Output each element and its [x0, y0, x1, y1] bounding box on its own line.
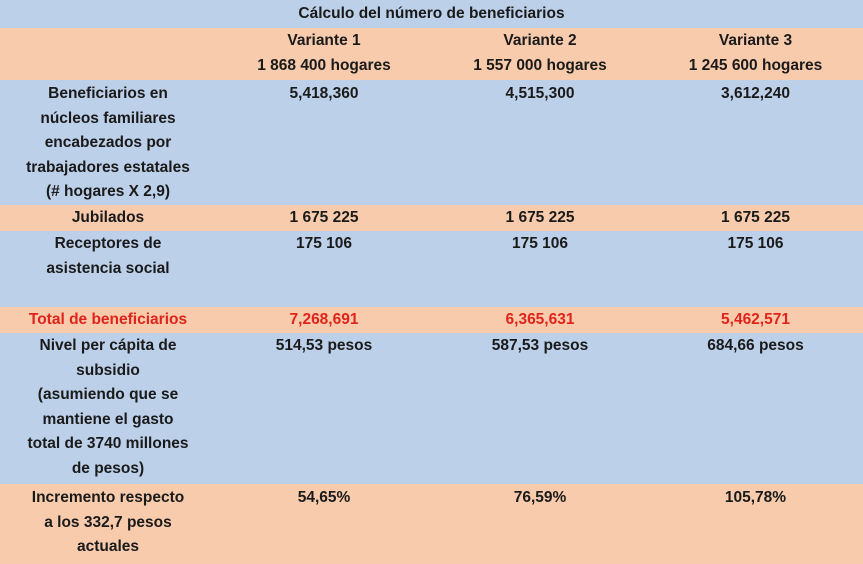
value-variant-1: 5,418,360	[289, 85, 359, 102]
label-line: (asumiendo que se	[37, 386, 179, 403]
variant-3-name: Variante 3	[718, 32, 793, 49]
label-line: a los 332,7 pesos	[44, 513, 172, 531]
table-row-incremento: Incremento respecto a los 332,7 pesos ac…	[0, 484, 863, 564]
value-variant-1: 514,53 pesos	[275, 337, 373, 354]
label-line: Incremento respecto	[31, 489, 185, 506]
header-variant-1: Variante 1 1 868 400 hogares	[216, 29, 432, 78]
label-line: trabajadores estatales	[26, 158, 190, 176]
variant-1-households: 1 868 400 hogares	[257, 56, 391, 74]
label-line: encabezados por	[44, 134, 172, 151]
row-label: Jubilados	[71, 209, 145, 226]
table-row-receptores: Receptores de asistencia social 175 106 …	[0, 231, 863, 307]
label-line: subsidio	[76, 361, 140, 379]
header-variant-3: Variante 3 1 245 600 hogares	[648, 29, 863, 78]
variant-2-households: 1 557 000 hogares	[473, 56, 607, 74]
table-title: Cálculo del número de beneficiarios	[298, 5, 565, 22]
value-variant-3: 175 106	[727, 235, 784, 252]
header-row: Variante 1 1 868 400 hogares Variante 2 …	[0, 28, 863, 80]
value-variant-3: 1 675 225	[721, 209, 790, 226]
row-label: Incremento respecto a los 332,7 pesos ac…	[0, 486, 216, 560]
title-row: Cálculo del número de beneficiarios	[0, 0, 863, 28]
value-variant-3: 3,612,240	[721, 85, 790, 102]
row-label: Total de beneficiarios	[28, 311, 188, 328]
value-variant-1: 54,65%	[297, 489, 351, 506]
label-line: mantiene el gasto	[42, 410, 174, 428]
label-line: (# hogares X 2,9)	[45, 183, 171, 200]
value-variant-1: 175 106	[295, 235, 353, 252]
variant-2-name: Variante 2	[503, 32, 577, 49]
row-label: Nivel per cápita de subsidio (asumiendo …	[0, 334, 216, 481]
row-label: Beneficiarios en núcleos familiares enca…	[0, 82, 216, 205]
value-variant-2: 76,59%	[513, 489, 567, 506]
value-variant-2: 4,515,300	[505, 85, 575, 102]
label-line: Receptores de	[54, 235, 162, 252]
value-variant-2: 1 675 225	[505, 209, 575, 226]
value-variant-3: 684,66 pesos	[707, 337, 804, 354]
value-variant-3: 105,78%	[724, 489, 787, 506]
value-variant-2: 587,53 pesos	[491, 337, 589, 354]
label-line: de pesos)	[71, 459, 145, 477]
variant-3-households: 1 245 600 hogares	[688, 56, 823, 74]
value-variant-2: 6,365,631	[505, 311, 575, 328]
label-line: Nivel per cápita de	[39, 337, 177, 354]
value-variant-1: 1 675 225	[289, 209, 359, 226]
label-line: total de 3740 millones	[27, 435, 189, 452]
variant-1-name: Variante 1	[287, 32, 361, 49]
table-row-nivel-per-capita: Nivel per cápita de subsidio (asumiendo …	[0, 333, 863, 484]
table-row-jubilados: Jubilados 1 675 225 1 675 225 1 675 225	[0, 205, 863, 231]
label-line: núcleos familiares	[40, 109, 176, 127]
table-row-total: Total de beneficiarios 7,268,691 6,365,6…	[0, 307, 863, 333]
value-variant-3: 5,462,571	[721, 311, 790, 328]
label-line: asistencia social	[46, 259, 170, 277]
label-line: Beneficiarios en	[48, 85, 168, 102]
value-variant-1: 7,268,691	[289, 311, 359, 328]
table-row-beneficiarios: Beneficiarios en núcleos familiares enca…	[0, 80, 863, 205]
row-label: Receptores de asistencia social	[0, 232, 216, 281]
value-variant-2: 175 106	[511, 235, 569, 252]
label-line: actuales	[76, 538, 140, 555]
header-variant-2: Variante 2 1 557 000 hogares	[432, 29, 648, 78]
